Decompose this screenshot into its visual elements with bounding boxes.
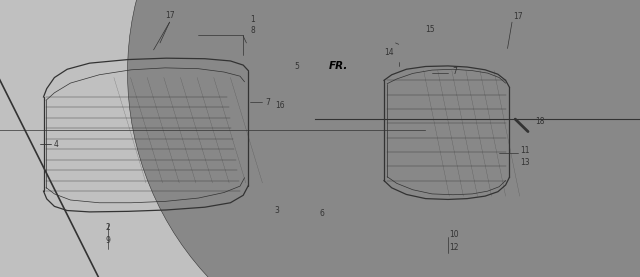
- Text: 18: 18: [535, 117, 544, 126]
- Text: 8: 8: [250, 26, 255, 35]
- Bar: [10, 28, 349, 255]
- Bar: [367, 35, 542, 253]
- Text: 7: 7: [452, 67, 457, 76]
- Circle shape: [127, 0, 640, 277]
- Bar: [10, 100, 40, 161]
- Text: 7: 7: [265, 98, 270, 107]
- Bar: [272, 43, 348, 249]
- Text: 12: 12: [450, 243, 459, 252]
- Text: 13: 13: [520, 158, 530, 166]
- Text: 4: 4: [54, 140, 59, 148]
- Text: 1: 1: [250, 15, 255, 24]
- Text: 14: 14: [384, 48, 394, 57]
- Text: 16: 16: [275, 101, 285, 110]
- Text: 17: 17: [164, 11, 175, 20]
- Text: FR.: FR.: [329, 61, 348, 71]
- Text: 2: 2: [105, 223, 110, 232]
- Polygon shape: [112, 67, 244, 204]
- Text: 3: 3: [274, 206, 279, 215]
- Text: 6: 6: [319, 209, 324, 218]
- Text: 17: 17: [513, 12, 524, 21]
- Text: 10: 10: [449, 230, 460, 238]
- Text: 9: 9: [105, 237, 110, 245]
- Text: 5: 5: [294, 62, 299, 71]
- Polygon shape: [28, 247, 640, 277]
- Ellipse shape: [58, 0, 640, 277]
- Text: 11: 11: [520, 147, 529, 155]
- Text: 15: 15: [425, 25, 435, 34]
- Polygon shape: [422, 69, 509, 199]
- Ellipse shape: [0, 0, 602, 277]
